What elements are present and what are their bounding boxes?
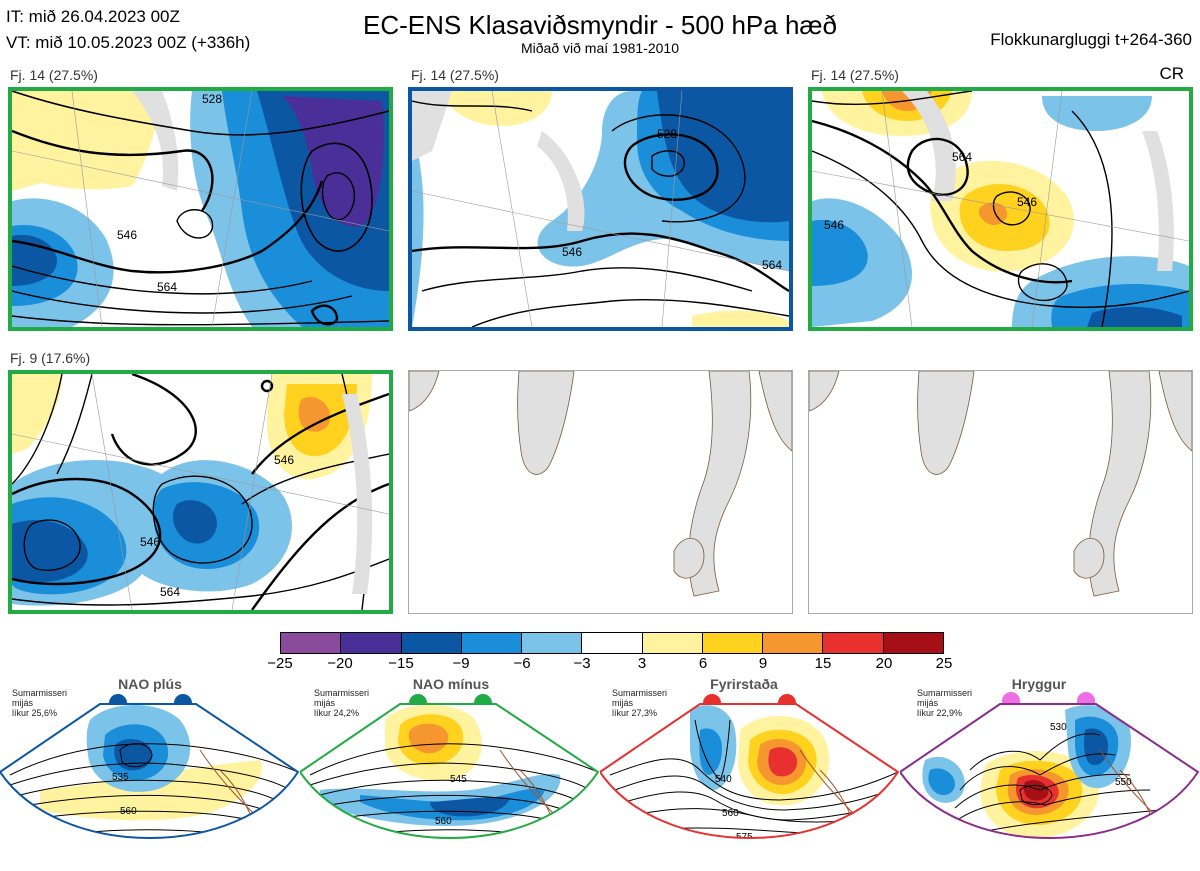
colorbar-tick: 9: [758, 655, 768, 672]
empty-map-6: [808, 370, 1193, 614]
empty-map-5: [408, 370, 793, 614]
colorbar-swatch: [281, 633, 342, 653]
regime-3-map: 540 560 575: [600, 703, 900, 843]
regime-2-note: Sumarmisseri mijás líkur 24,2%: [314, 688, 369, 718]
colorbar-tick: 6: [698, 655, 708, 672]
contour-label: 575: [446, 850, 463, 861]
colorbar-tick: −9: [452, 655, 470, 672]
regime-note-line: Sumarmisseri: [612, 688, 668, 698]
regime-note-line: mijás: [314, 698, 336, 708]
cluster-map-3: 564 546 546: [808, 87, 1193, 331]
contour-label: 564: [762, 258, 782, 272]
cluster-map-1-graphic: 528 546 564: [12, 91, 389, 327]
colorbar-tick: 20: [875, 655, 893, 672]
contour-label: 528: [657, 127, 677, 141]
regime-1-map: 535 560: [0, 703, 300, 839]
panel-4-label: Fj. 9 (17.6%): [10, 350, 91, 366]
contour-label: 564: [952, 150, 972, 164]
colorbar-tick: 25: [935, 655, 953, 672]
contour-label: 545: [450, 774, 467, 785]
page-subtitle: Miðað við maí 1981-2010: [521, 40, 679, 56]
contour-label: 546: [274, 453, 294, 467]
colorbar-tick: −3: [573, 655, 591, 672]
contour-label: 564: [157, 280, 177, 294]
colorbar-tick: −6: [513, 655, 531, 672]
panel-1-label: Fj. 14 (27.5%): [10, 67, 98, 83]
contour-label: 550: [1115, 777, 1132, 788]
contour-label: 528: [202, 92, 222, 106]
colorbar-tick: −25: [267, 655, 293, 672]
contour-label: 546: [140, 535, 160, 549]
regime-note-line: Sumarmisseri: [917, 688, 973, 698]
cluster-map-1: 528 546 564: [8, 87, 393, 331]
contour-label: 546: [117, 228, 137, 242]
regime-4-title: Hryggur: [1011, 676, 1067, 692]
regime-note-line: líkur 22,9%: [917, 708, 963, 718]
regime-note-line: líkur 24,2%: [314, 708, 360, 718]
contour-label: 564: [160, 585, 180, 599]
regime-2-map: 545 560 575: [300, 703, 600, 861]
regime-note-line: mijás: [917, 698, 939, 708]
empty-map-5-graphic: [409, 371, 792, 597]
colorbar-tick: −20: [327, 655, 353, 672]
contour-label: 535: [112, 772, 129, 783]
contour-label: 546: [1017, 195, 1037, 209]
contour-label: 560: [722, 808, 739, 819]
empty-map-6-graphic: [809, 371, 1192, 597]
regime-note-line: Sumarmisseri: [12, 688, 68, 698]
colorbar-swatch: [461, 633, 523, 653]
initial-time: IT: mið 26.04.2023 00Z: [6, 7, 180, 26]
colorbar: [280, 632, 944, 654]
regime-note-line: mijás: [612, 698, 634, 708]
contour-label: 540: [715, 774, 732, 785]
cluster-map-2: 528 546 564: [408, 87, 793, 331]
page-title: EC-ENS Klasaviðsmyndir - 500 hPa hæð: [363, 10, 837, 40]
regime-note-line: Sumarmisseri: [314, 688, 370, 698]
panel-2-label: Fj. 14 (27.5%): [411, 67, 499, 83]
contour-label: 546: [562, 245, 582, 259]
regime-4-note: Sumarmisseri mijás líkur 22,9%: [917, 688, 972, 718]
colorbar-swatch: [401, 633, 462, 653]
cluster-map-4-graphic: 546 564 546: [12, 374, 389, 610]
contour-label: 560: [120, 806, 137, 817]
forecast-times: IT: mið 26.04.2023 00Z VT: mið 10.05.202…: [6, 4, 250, 56]
regime-4-map: 530 550 575: [900, 703, 1200, 848]
regime-3-title: Fyrirstaða: [710, 676, 778, 692]
colorbar-tick: −15: [388, 655, 414, 672]
contour-label: 530: [1050, 722, 1067, 733]
colorbar-swatch: [823, 633, 884, 653]
cluster-map-3-graphic: 564 546 546: [812, 91, 1189, 327]
classification-window: Flokkunargluggi t+264-360: [990, 30, 1192, 49]
valid-time: VT: mið 10.05.2023 00Z (+336h): [6, 33, 251, 52]
contour-label: 575: [736, 832, 753, 843]
colorbar-swatch: [642, 633, 703, 653]
colorbar-tick: 3: [637, 655, 647, 672]
colorbar-swatch: [522, 633, 583, 653]
regime-note-line: líkur 25,6%: [12, 708, 58, 718]
regime-3-note: Sumarmisseri mijás líkur 27,3%: [612, 688, 667, 718]
colorbar-swatch: [702, 633, 764, 653]
colorbar-swatch: [341, 633, 402, 653]
contour-label: 560: [435, 816, 452, 827]
colorbar-swatch: [763, 633, 824, 653]
contour-label: 546: [824, 218, 844, 232]
colorbar-swatch: [883, 633, 943, 653]
colorbar-swatch: [582, 633, 643, 653]
regime-note-line: líkur 27,3%: [612, 708, 658, 718]
cluster-map-4: 546 564 546: [8, 370, 393, 614]
colorbar-tick: 15: [814, 655, 832, 672]
regime-note-line: mijás: [12, 698, 34, 708]
regime-2-title: NAO mínus: [412, 676, 490, 692]
contour-label: 575: [1092, 837, 1109, 848]
cluster-map-2-graphic: 528 546 564: [412, 91, 789, 327]
regime-1-title: NAO plús: [118, 676, 182, 692]
regime-1-note: Sumarmisseri mijás líkur 25,6%: [12, 688, 67, 718]
panel-3-label: Fj. 14 (27.5%): [811, 67, 899, 83]
corner-code: CR: [1159, 64, 1184, 83]
